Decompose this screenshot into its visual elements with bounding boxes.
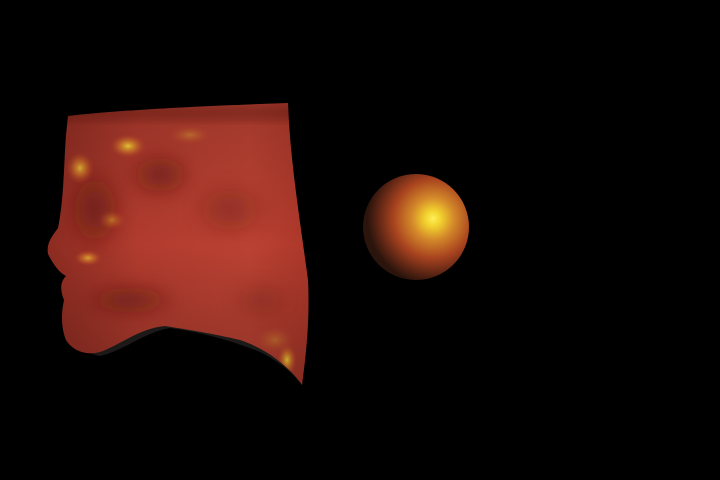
face-surface-mesh [47, 103, 309, 385]
light-sphere [363, 174, 469, 280]
